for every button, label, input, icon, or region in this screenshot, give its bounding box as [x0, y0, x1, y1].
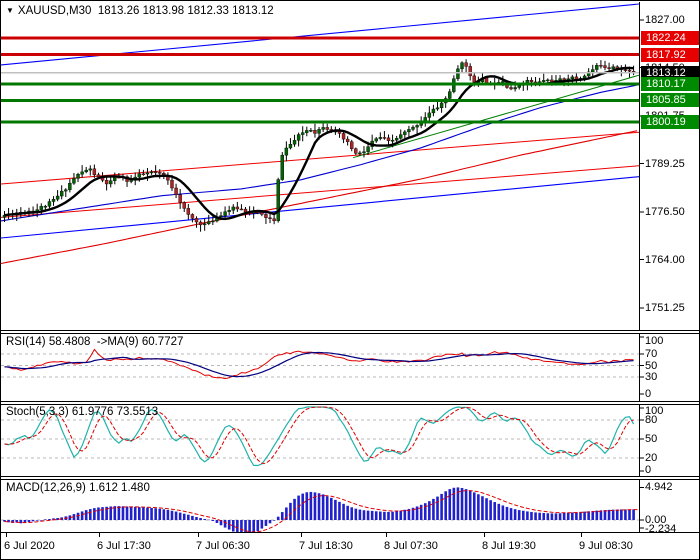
macd-plot[interactable] [1, 479, 700, 532]
indicator-scale-label: 100 [645, 405, 664, 417]
price-tick-label: 1751.25 [645, 302, 685, 314]
indicator-scale-label: 4.942 [645, 481, 673, 493]
price-tick-label: 1764.00 [645, 254, 685, 266]
indicator-scale-label: 0 [645, 464, 652, 476]
support-price-badge: 1810.17 [641, 77, 699, 91]
time-tick [99, 533, 100, 537]
support-price-badge: 1800.19 [641, 115, 699, 129]
time-axis-label: 7 Jul 06:30 [196, 540, 250, 552]
pane-splitter[interactable] [1, 330, 699, 331]
resistance-price-badge: 1822.24 [641, 31, 699, 45]
macd-label: MACD(12,26,9) 1.612 1.480 [6, 482, 150, 494]
price-tick-label: 1827.00 [645, 14, 685, 26]
time-tick [198, 533, 199, 537]
pane-splitter[interactable] [1, 479, 699, 480]
time-tick [6, 533, 7, 537]
price-tick-label: 1776.50 [645, 206, 685, 218]
time-axis-label: 8 Jul 19:30 [482, 540, 536, 552]
stoch-label: Stoch(5,3,3) 61.9776 73.5513 [6, 406, 159, 418]
symbol-period-label: XAUUSD,M30 [17, 5, 92, 17]
indicator-scale-label: 80 [645, 414, 658, 426]
time-tick [581, 533, 582, 537]
indicator-scale-label: 0 [645, 388, 652, 400]
rsi-label: RSI(14) 58.4808 ->MA(9) 60.7727 [6, 336, 184, 348]
chart-ohlc-header: ▼ XAUUSD,M30 1813.26 1813.98 1812.33 1813… [6, 5, 274, 17]
indicator-scale-label: 30 [645, 371, 658, 383]
pane-splitter[interactable] [1, 401, 699, 402]
indicator-scale-label: 20 [645, 452, 658, 464]
time-axis-label: 6 Jul 17:30 [97, 540, 151, 552]
support-price-badge: 1805.85 [641, 93, 699, 107]
rsi-plot[interactable] [1, 333, 700, 401]
indicator-scale-label: 50 [645, 360, 658, 372]
pane-splitter[interactable] [1, 404, 699, 405]
price-tick-label: 1789.25 [645, 158, 685, 170]
time-axis-label: 8 Jul 07:30 [384, 540, 438, 552]
pane-splitter[interactable] [1, 476, 699, 477]
pane-splitter[interactable] [1, 333, 699, 334]
time-axis-label: 7 Jul 18:30 [299, 540, 353, 552]
ohlc-values: 1813.26 1813.98 1812.33 1813.12 [97, 5, 274, 17]
indicator-scale-label: 70 [645, 348, 658, 360]
indicator-scale-label: 100 [645, 335, 664, 347]
axis-border [1, 532, 699, 533]
current-price-badge: 1813.12 [641, 66, 699, 80]
indicator-scale-label: -2.234 [645, 523, 677, 535]
time-axis-label: 9 Jul 08:30 [579, 540, 633, 552]
time-tick [386, 533, 387, 537]
resistance-price-badge: 1817.92 [641, 48, 699, 62]
time-axis-label: 6 Jul 2020 [4, 540, 55, 552]
time-tick [484, 533, 485, 537]
time-tick [301, 533, 302, 537]
indicator-scale-label: 50 [645, 433, 658, 445]
symbol-dropdown-icon[interactable]: ▼ [6, 6, 14, 15]
price-plot[interactable] [1, 2, 700, 331]
stoch-plot[interactable] [1, 404, 700, 476]
indicator-scale-label: 0.00 [645, 514, 667, 526]
